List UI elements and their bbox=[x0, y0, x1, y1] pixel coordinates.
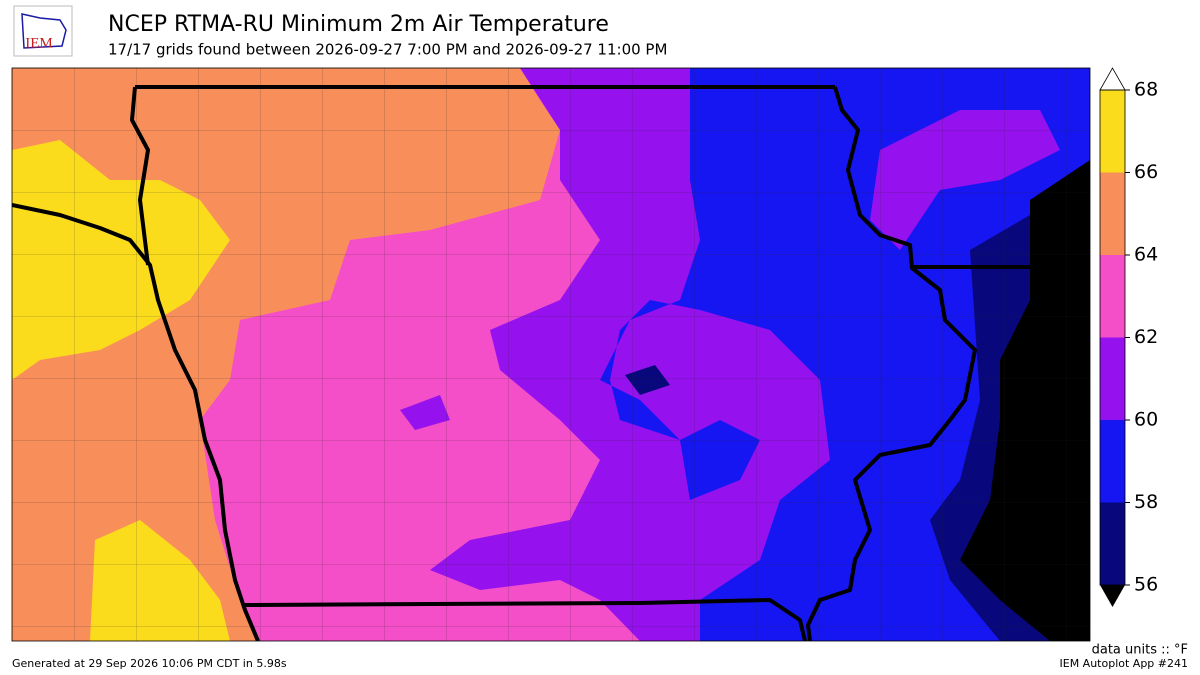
colorbar-band bbox=[1100, 255, 1125, 338]
colorbar-band bbox=[1100, 337, 1125, 420]
colorbar-band bbox=[1100, 172, 1125, 255]
subtitle: 17/17 grids found between 2026-09-27 7:0… bbox=[108, 41, 667, 59]
colorbar-tick-label: 58 bbox=[1134, 491, 1158, 513]
footer-right: IEM Autoplot App #241 bbox=[1060, 657, 1189, 670]
colorbar-band bbox=[1100, 420, 1125, 503]
border bbox=[130, 86, 150, 266]
map-frame bbox=[11, 67, 1091, 642]
colorbar-band bbox=[1100, 90, 1125, 173]
colorbar-band bbox=[1100, 502, 1125, 585]
logo-text: IEM bbox=[25, 35, 53, 51]
colorbar-tick-label: 56 bbox=[1134, 574, 1158, 596]
colorbar-tick-label: 66 bbox=[1134, 161, 1158, 183]
colorbar-tick-label: 64 bbox=[1134, 244, 1158, 266]
units: data units :: °F bbox=[1092, 643, 1188, 658]
colorbar-under bbox=[1100, 585, 1125, 607]
colorbar: 56 58 60 62 64 66 68 bbox=[1099, 67, 1158, 607]
border bbox=[12, 203, 260, 641]
colorbar-tick-label: 62 bbox=[1134, 326, 1158, 348]
county-lines bbox=[12, 68, 1090, 641]
colorbar-tick-label: 68 bbox=[1134, 79, 1158, 101]
state-borders bbox=[12, 85, 1060, 641]
title: NCEP RTMA-RU Minimum 2m Air Temperature bbox=[108, 12, 609, 37]
logo-outline bbox=[21, 13, 67, 49]
border bbox=[806, 86, 977, 641]
footer-left: Generated at 29 Sep 2026 10:06 PM CDT in… bbox=[12, 657, 287, 670]
border bbox=[244, 598, 807, 641]
colorbar-over bbox=[1099, 67, 1126, 91]
logo: IEM bbox=[13, 5, 73, 57]
colorbar-tick-label: 60 bbox=[1134, 409, 1158, 431]
